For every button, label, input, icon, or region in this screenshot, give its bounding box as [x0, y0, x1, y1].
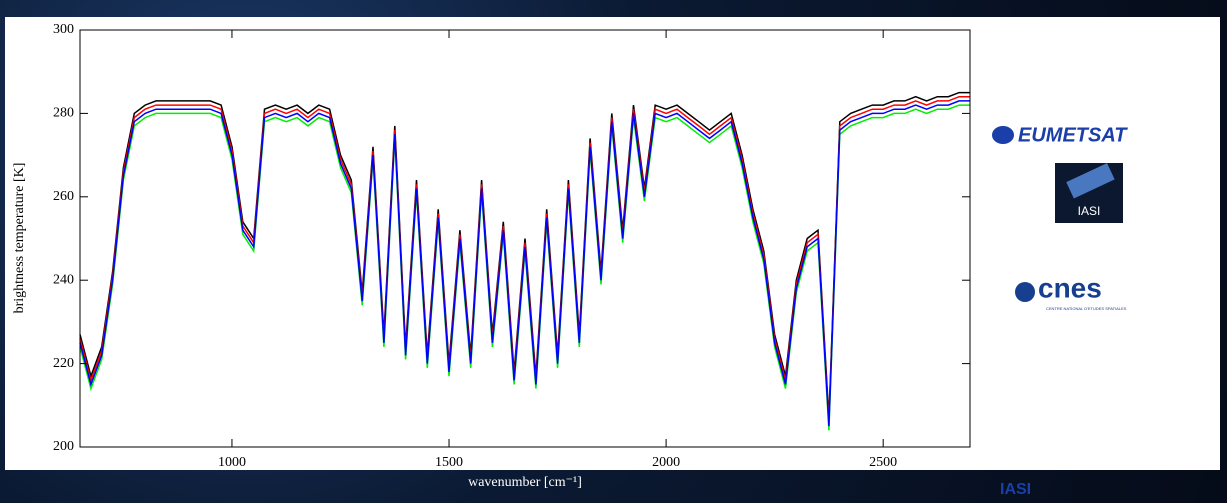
logo-text: EUMETSAT [1018, 124, 1128, 146]
x-tick-label: 2000 [652, 455, 680, 470]
series-line [79, 100, 970, 427]
x-tick-label: 2500 [869, 455, 897, 470]
y-tick-label: 200 [53, 439, 74, 454]
x-tick-label: 1000 [218, 455, 246, 470]
y-tick-label: 240 [53, 272, 74, 287]
logo-subtext: CENTRE NATIONAL D'ETUDES SPATIALES [1046, 306, 1127, 311]
plot-frame [79, 29, 971, 448]
footer-text: IASI [1000, 481, 1031, 498]
x-tick-label: 1500 [435, 455, 463, 470]
y-tick-label: 260 [53, 189, 74, 204]
cnes-logo: cnes CENTRE NATIONAL D'ETUDES SPATIALES [1015, 272, 1127, 311]
y-tick-label: 280 [53, 106, 74, 121]
plot: 200 220 240 260 280 300 1000 1500 2000 2500 [53, 22, 971, 470]
logo-text: cnes [1038, 272, 1102, 303]
logo-icon [1015, 282, 1035, 302]
y-tick-label: 300 [53, 22, 74, 37]
panel [5, 17, 1220, 470]
y-tick-label: 220 [53, 356, 74, 371]
logo-icon [992, 126, 1014, 144]
iasi-badge: IASI [1055, 163, 1123, 223]
y-axis-label: brightness temperature [K] [12, 163, 27, 314]
eumetsat-logo: EUMETSAT [992, 124, 1128, 146]
badge-art [1066, 163, 1115, 199]
x-axis-label: wavenumber [cm⁻¹] [468, 475, 582, 490]
badge-text: IASI [1078, 204, 1101, 218]
